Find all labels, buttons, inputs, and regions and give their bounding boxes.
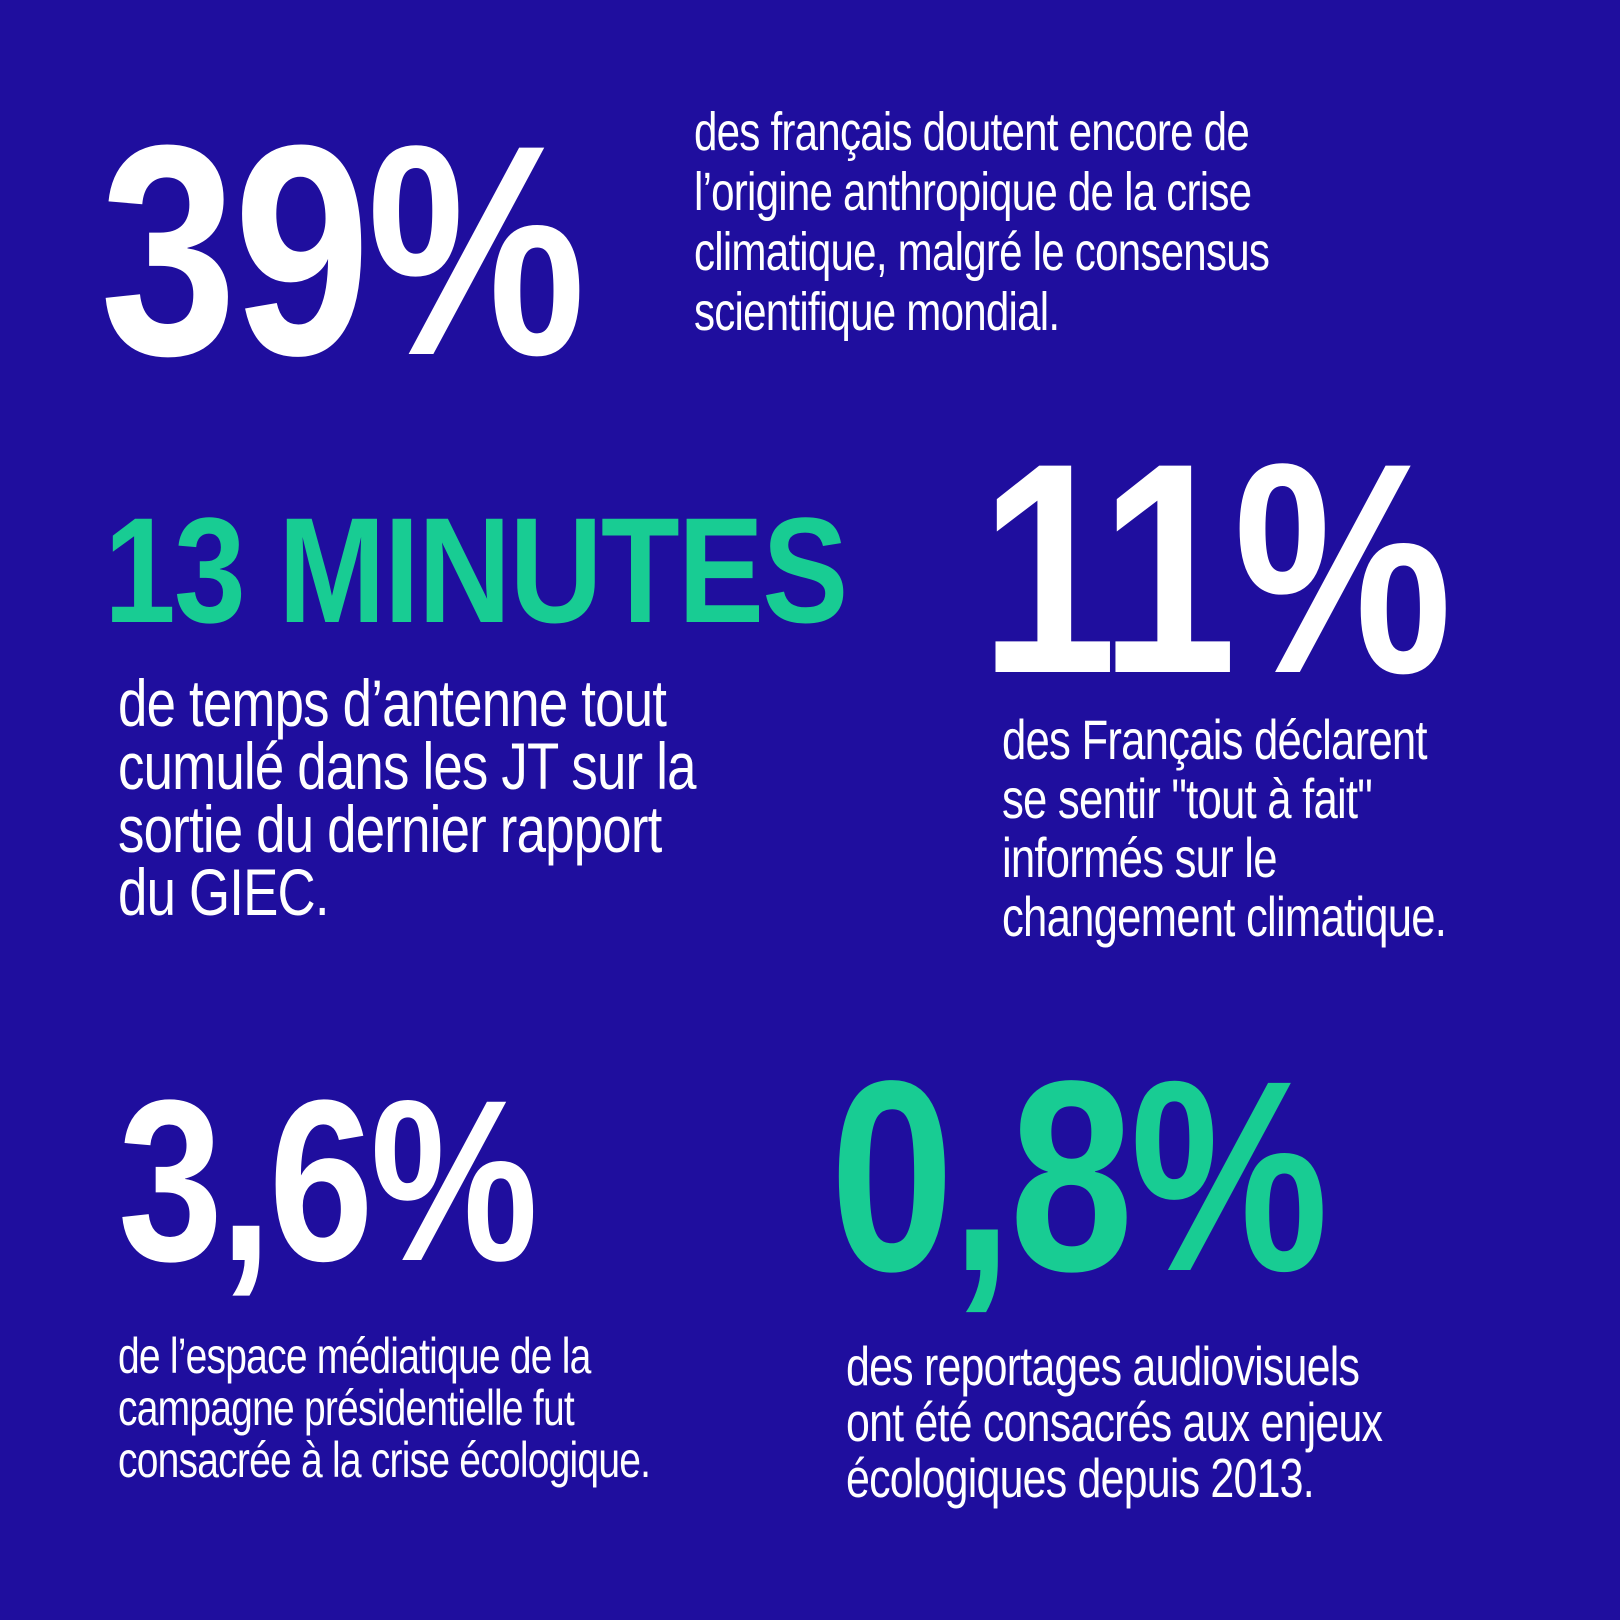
- stat-39-percent-description: des français doutent encore de l’origine…: [694, 102, 1270, 342]
- description-line: consacrée à la crise écologique.: [118, 1432, 651, 1488]
- stat-11-percent-value: 11%: [980, 400, 1452, 736]
- description-line: informés sur le: [1002, 826, 1278, 889]
- stat-13-minutes-value: 13 MINUTES: [104, 486, 848, 654]
- description-line: du GIEC.: [118, 855, 330, 929]
- description-line: se sentir "tout à fait": [1002, 767, 1373, 830]
- description-line: scientifique mondial.: [694, 282, 1060, 342]
- description-line: campagne présidentielle fut: [118, 1380, 575, 1436]
- description-line: climatique, malgré le consensus: [694, 222, 1270, 282]
- description-line: des reportages audiovisuels: [846, 1335, 1360, 1397]
- description-line: des français doutent encore de: [694, 102, 1250, 162]
- stat-11-percent-description: des Français déclarent se sentir "tout à…: [1002, 708, 1447, 948]
- description-line: cumulé dans les JT sur la: [118, 729, 696, 803]
- stat-3-6-percent-value: 3,6%: [118, 1052, 538, 1309]
- stat-39-percent-value: 39%: [100, 82, 586, 418]
- description-line: changement climatique.: [1002, 885, 1447, 948]
- description-line: ont été consacrés aux enjeux: [846, 1391, 1383, 1453]
- stat-0-8-percent-description: des reportages audiovisuels ont été cons…: [846, 1335, 1383, 1509]
- description-line: de l’espace médiatique de la: [118, 1328, 591, 1384]
- description-line: l’origine anthropique de la crise: [694, 162, 1252, 222]
- stat-13-minutes-description: de temps d’antenne tout cumulé dans les …: [118, 666, 696, 929]
- description-line: de temps d’antenne tout: [118, 666, 667, 740]
- description-line: sortie du dernier rapport: [118, 792, 662, 866]
- description-line: des Français déclarent: [1002, 708, 1428, 771]
- description-line: écologiques depuis 2013.: [846, 1447, 1315, 1509]
- stat-3-6-percent-description: de l’espace médiatique de la campagne pr…: [118, 1328, 651, 1488]
- stat-0-8-percent-value: 0,8%: [830, 1024, 1329, 1328]
